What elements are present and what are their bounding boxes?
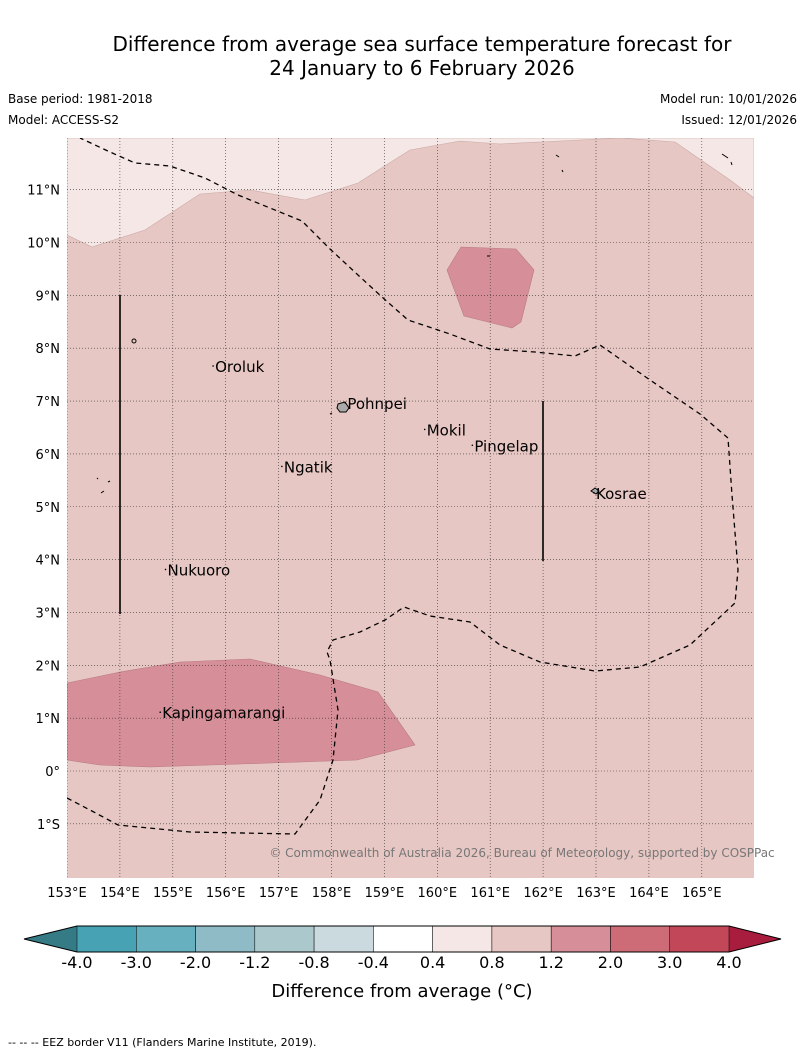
islet-marker xyxy=(329,153,733,415)
colorbar-tick-label: 0.4 xyxy=(420,953,445,972)
place-marker xyxy=(159,711,162,713)
chart-title: Difference from average sea surface temp… xyxy=(0,32,804,80)
eez-footnote: -- -- -- EEZ border V11 (Flanders Marine… xyxy=(8,1036,317,1049)
place-marker xyxy=(471,444,474,447)
colorbar-tick-label: -0.8 xyxy=(298,953,329,972)
place-label: Kosrae xyxy=(596,485,647,503)
longitude-tick-label: 158°E xyxy=(312,886,352,901)
longitude-tick-label: 162°E xyxy=(523,886,563,901)
islet-marker xyxy=(96,477,111,494)
islet-marker xyxy=(131,338,137,344)
latitude-tick-label: 4°N xyxy=(36,554,61,569)
eez-border xyxy=(67,138,739,835)
colorbar-segment xyxy=(432,925,493,953)
latitude-tick-label: 5°N xyxy=(36,501,61,516)
title-line-1: Difference from average sea surface temp… xyxy=(112,32,732,56)
colorbar-tick-labels: -4.0 -3.0 -2.0 -1.2 -0.8 -0.4 0.4 0.8 1.2 2.0 3.0 4… xyxy=(61,953,741,972)
colorbar-tick-label: -1.2 xyxy=(239,953,270,972)
longitude-tick-label: 160°E xyxy=(418,886,458,901)
map-figure: Oroluk Pohnpei Mokil Pingelap Ngatik Kosrae Nu… xyxy=(23,138,782,1002)
longitude-tick-label: 159°E xyxy=(365,886,405,901)
colorbar-tick-label: 3.0 xyxy=(657,953,682,972)
latitude-tick-label: 11°N xyxy=(27,184,60,199)
longitude-tick-label: 156°E xyxy=(206,886,246,901)
colorbar-segment xyxy=(76,925,137,953)
latitude-tick-label: 1°N xyxy=(36,712,61,727)
colorbar-segment xyxy=(136,925,196,953)
colorbar-segment xyxy=(373,925,433,953)
colorbar-tick-label: -2.0 xyxy=(180,953,211,972)
map-plot-area: Oroluk Pohnpei Mokil Pingelap Ngatik Kosrae Nu… xyxy=(67,138,754,878)
latitude-tick-label: 8°N xyxy=(36,342,61,357)
longitude-tick-label: 164°E xyxy=(629,886,669,901)
place-marker xyxy=(344,402,347,404)
place-marker xyxy=(281,465,283,468)
title-line-2: 24 January to 6 February 2026 xyxy=(269,56,575,80)
latitude-tick-label: 1°S xyxy=(37,818,60,833)
latitude-tick-label: 2°N xyxy=(36,659,61,674)
longitude-tick-label: 155°E xyxy=(153,886,193,901)
latitude-tick-label: 10°N xyxy=(27,237,60,252)
base-period-text: Base period: 1981-2018 xyxy=(8,92,153,106)
colorbar-segment xyxy=(254,925,315,953)
colorbar-tick-label: -4.0 xyxy=(61,953,92,972)
longitude-tick-label: 163°E xyxy=(576,886,616,901)
latitude-tick-label: 7°N xyxy=(36,395,61,410)
place-label: Pohnpei xyxy=(347,395,407,413)
place-marker xyxy=(423,428,426,431)
colorbar-tick-label: 4.0 xyxy=(716,953,741,972)
latitude-labels: 11°N 10°N 9°N 8°N 7°N 6°N 5°N 4°N 3°N 2°N 1°N 0° 1°S xyxy=(27,184,60,833)
longitude-tick-label: 153°E xyxy=(47,886,87,901)
colorbar-segment xyxy=(491,925,552,953)
issued-text: Issued: 12/01/2026 xyxy=(681,113,797,127)
pohnpei-island xyxy=(336,401,350,413)
place-labels: Oroluk Pohnpei Mokil Pingelap Ngatik Kosrae Nu… xyxy=(159,358,647,722)
latitude-tick-label: 0° xyxy=(45,765,60,780)
colorbar-segment xyxy=(195,925,256,953)
place-marker xyxy=(212,365,214,367)
anomaly-0.4-0.8-region xyxy=(67,138,754,248)
place-label: Oroluk xyxy=(215,358,264,376)
latitude-tick-label: 9°N xyxy=(36,289,61,304)
place-label: Ngatik xyxy=(284,458,333,476)
longitude-tick-label: 161°E xyxy=(470,886,510,901)
model-run-text: Model run: 10/01/2026 xyxy=(659,92,797,106)
anomaly-1.2-2.0-region-north xyxy=(446,246,535,329)
colorbar-tick-label: 0.8 xyxy=(479,953,504,972)
longitude-tick-label: 165°E xyxy=(682,886,722,901)
colorbar: -4.0 -3.0 -2.0 -1.2 -0.8 -0.4 0.4 0.8 1.2 2.0 3.0 4… xyxy=(23,925,782,1002)
colorbar-tick-label: 1.2 xyxy=(538,953,563,972)
longitude-tick-label: 154°E xyxy=(100,886,140,901)
colorbar-segment xyxy=(610,925,670,953)
longitude-labels: 153°E 154°E 155°E 156°E 157°E 158°E 159°E 160°E… xyxy=(47,886,721,901)
colorbar-tick-label: -0.4 xyxy=(358,953,389,972)
anomaly-1.2-2.0-region-south xyxy=(67,658,416,768)
colorbar-over-arrow xyxy=(729,926,781,952)
model-text: Model: ACCESS-S2 xyxy=(8,113,120,127)
graticule xyxy=(67,138,754,878)
colorbar-under-arrow xyxy=(24,926,77,952)
colorbar-outline xyxy=(23,925,782,953)
colorbar-segment xyxy=(669,925,730,953)
latitude-tick-label: 6°N xyxy=(36,448,61,463)
colorbar-segments xyxy=(76,925,730,953)
place-label: Kapingamarangi xyxy=(162,704,285,722)
colorbar-segment xyxy=(550,925,611,953)
place-label: Pingelap xyxy=(474,437,538,455)
latitude-tick-label: 3°N xyxy=(36,606,61,621)
colorbar-tick-label: -3.0 xyxy=(121,953,152,972)
place-marker xyxy=(593,492,595,494)
place-label: Nukuoro xyxy=(168,561,231,579)
copyright-text: © Commonwealth of Australia 2026, Bureau… xyxy=(269,846,774,860)
place-label: Mokil xyxy=(427,421,466,439)
anomaly-background-region xyxy=(67,138,754,878)
colorbar-tick-label: 2.0 xyxy=(598,953,623,972)
longitude-tick-label: 157°E xyxy=(259,886,299,901)
place-marker xyxy=(164,568,167,571)
colorbar-label: Difference from average (°C) xyxy=(271,981,532,1002)
colorbar-segment xyxy=(313,925,374,953)
